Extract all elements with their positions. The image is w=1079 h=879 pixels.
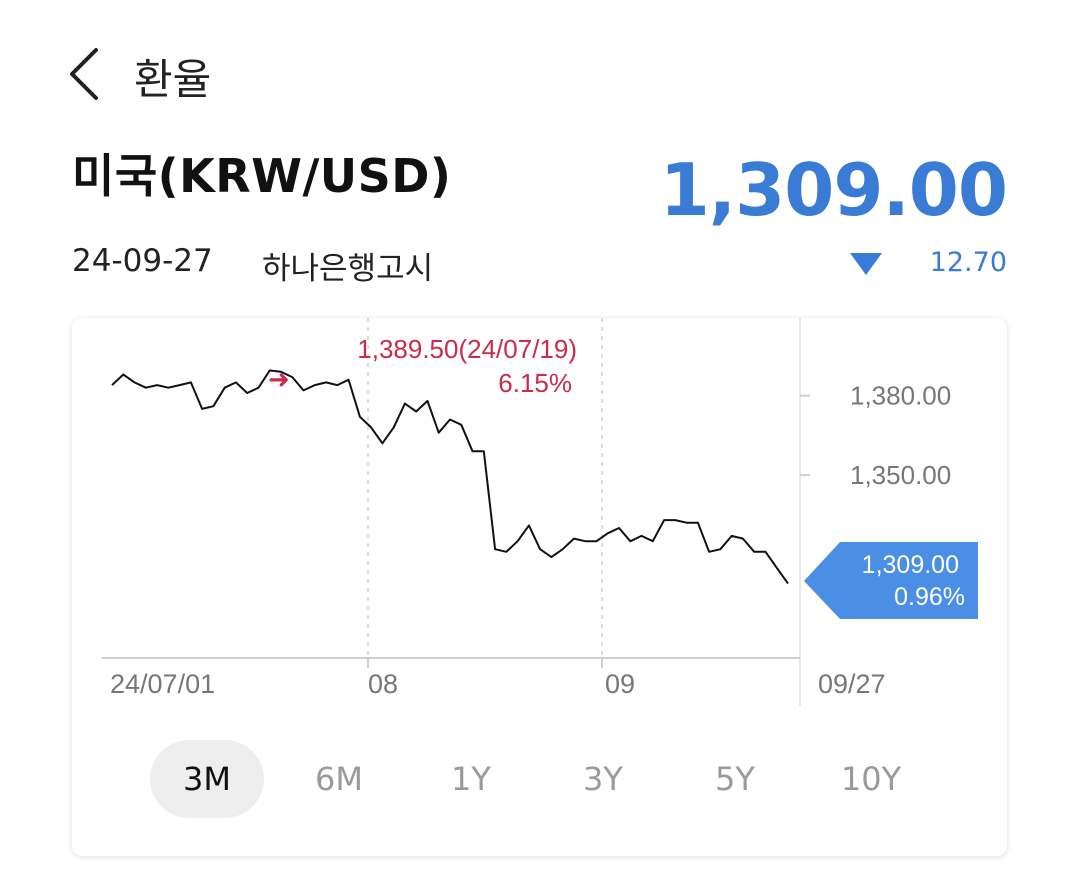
range-tabs: 3M 6M 1Y 3Y 5Y 10Y [150, 740, 940, 818]
quote-date: 24-09-27 [72, 243, 213, 279]
exchange-rate-chart: 1,380.00 1,350.00 24/07/01 08 09 09/27 ➜… [102, 318, 978, 706]
triangle-down-icon [850, 253, 882, 275]
header: 환율 [62, 40, 462, 110]
high-annotation-label: 1,389.50(24/07/19) [357, 334, 577, 364]
change-value: 12.70 [929, 247, 1007, 278]
y-tick-label: 1,350.00 [850, 460, 951, 490]
y-tick-label: 1,380.00 [850, 381, 951, 411]
tab-10y[interactable]: 10Y [840, 760, 902, 798]
current-tag-value: 1,309.00 [862, 551, 959, 579]
currency-name: 미국(KRW/USD) [72, 149, 452, 203]
back-button[interactable] [62, 44, 110, 104]
x-tick-label: 08 [368, 669, 398, 699]
tab-3m[interactable]: 3M [150, 740, 264, 818]
high-arrow-icon: ➜ [268, 365, 290, 395]
x-tick-label: 09 [605, 669, 635, 699]
tab-5y[interactable]: 5Y [715, 760, 755, 798]
tab-6m[interactable]: 6M [315, 760, 363, 798]
quote-source: 하나은행고시 [262, 251, 434, 287]
tab-1y[interactable]: 1Y [451, 760, 491, 798]
series-line [111, 369, 789, 585]
x-tick-label: 09/27 [818, 669, 886, 699]
chevron-left-icon [70, 48, 98, 100]
current-value-tag [804, 542, 978, 619]
tab-3y[interactable]: 3Y [583, 760, 623, 798]
current-tag-pct: 0.96% [894, 583, 965, 611]
high-annotation-pct: 6.15% [498, 368, 572, 398]
page-title: 환율 [134, 55, 212, 104]
current-price: 1,309.00 [659, 148, 1008, 232]
x-tick-label: 24/07/01 [110, 669, 215, 699]
